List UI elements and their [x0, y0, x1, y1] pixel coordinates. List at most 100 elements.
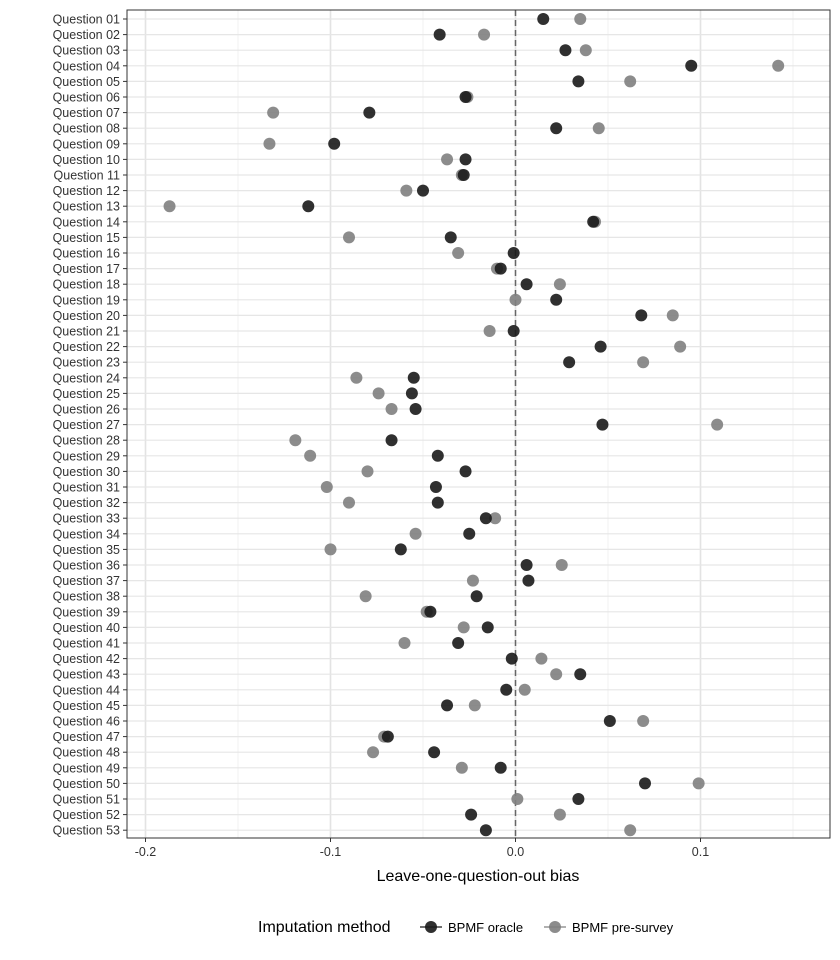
- presurvey-point: [553, 278, 566, 291]
- oracle-point: [559, 44, 572, 57]
- question-label: Question 10: [53, 153, 120, 167]
- presurvey-point: [385, 403, 398, 415]
- presurvey-point: [579, 44, 592, 57]
- question-label: Question 52: [53, 808, 120, 822]
- x-tick-label: -0.1: [320, 845, 342, 859]
- oracle-point: [465, 808, 478, 821]
- question-label: Question 43: [53, 668, 120, 682]
- oracle-point: [550, 122, 563, 135]
- legend-key-presurvey: [544, 921, 566, 933]
- presurvey-point: [637, 715, 650, 727]
- oracle-point: [433, 28, 446, 41]
- question-label: Question 26: [53, 403, 120, 417]
- presurvey-point: [666, 309, 679, 322]
- oracle-point: [431, 496, 444, 509]
- oracle-point: [494, 262, 507, 275]
- presurvey-point: [263, 137, 276, 150]
- oracle-point: [444, 231, 457, 244]
- presurvey-point: [637, 356, 650, 369]
- oracle-point: [385, 434, 398, 447]
- presurvey-point: [457, 621, 470, 634]
- presurvey-point: [518, 683, 531, 696]
- question-label: Question 51: [53, 793, 120, 807]
- oracle-point: [685, 59, 698, 72]
- question-label: Question 22: [53, 340, 120, 354]
- presurvey-point: [320, 481, 333, 493]
- oracle-point: [459, 91, 472, 103]
- presurvey-point: [324, 543, 337, 556]
- panel-border: [126, 9, 831, 839]
- oracle-point: [459, 465, 472, 478]
- question-label: Question 02: [53, 28, 120, 42]
- legend-key-oracle: [420, 921, 442, 933]
- oracle-point: [429, 481, 442, 493]
- question-label: Question 24: [53, 371, 120, 385]
- oracle-point: [441, 699, 454, 712]
- question-label: Question 49: [53, 761, 120, 775]
- oracle-point: [463, 527, 476, 540]
- oracle-point: [500, 683, 513, 696]
- question-label: Question 18: [53, 278, 120, 292]
- question-label: Question 42: [53, 652, 120, 666]
- oracle-point: [537, 13, 550, 25]
- presurvey-point: [304, 449, 317, 462]
- question-label: Question 45: [53, 699, 120, 713]
- question-label: Question 08: [53, 122, 120, 136]
- question-label: Question 13: [53, 200, 120, 214]
- question-label: Question 21: [53, 325, 120, 339]
- question-label: Question 53: [53, 824, 120, 838]
- question-label: Question 19: [53, 293, 120, 307]
- oracle-point: [479, 824, 492, 837]
- question-label: Question 33: [53, 512, 120, 526]
- question-label: Question 23: [53, 356, 120, 370]
- presurvey-point: [509, 293, 522, 306]
- question-label: Question 47: [53, 730, 120, 744]
- x-tick-label: 0.1: [692, 845, 709, 859]
- x-axis-title: Leave-one-question-out bias: [377, 868, 580, 885]
- presurvey-point: [535, 652, 548, 665]
- oracle-point: [594, 340, 607, 353]
- presurvey-point: [692, 777, 705, 790]
- presurvey-point: [343, 496, 355, 509]
- question-label: Question 03: [53, 44, 120, 58]
- presurvey-point: [624, 75, 637, 88]
- oracle-point: [417, 184, 429, 197]
- question-label: Question 15: [53, 231, 120, 245]
- data-points: [163, 13, 785, 837]
- question-label: Question 20: [53, 309, 120, 323]
- question-label: Question 07: [53, 106, 120, 120]
- oracle-point: [394, 543, 407, 556]
- oracle-point: [574, 668, 587, 681]
- oracle-point: [470, 590, 483, 603]
- oracle-point: [520, 559, 533, 571]
- question-label: Question 31: [53, 481, 120, 495]
- question-label: Question 35: [53, 543, 120, 557]
- question-label: Question 34: [53, 527, 120, 541]
- oracle-point: [572, 793, 585, 805]
- oracle-point: [407, 371, 420, 384]
- legend-title: Imputation method: [258, 919, 391, 936]
- question-label: Question 48: [53, 746, 120, 760]
- presurvey-point: [511, 793, 524, 805]
- presurvey-point: [624, 824, 637, 837]
- question-label: Question 41: [53, 637, 120, 651]
- legend-label-presurvey: BPMF pre-survey: [572, 920, 674, 935]
- question-label: Question 37: [53, 574, 120, 588]
- question-label: Question 04: [53, 59, 120, 73]
- question-label: Question 40: [53, 621, 120, 635]
- oracle-point: [381, 730, 394, 743]
- question-label: Question 11: [54, 169, 121, 183]
- presurvey-point: [555, 559, 568, 571]
- question-label: Question 44: [53, 683, 120, 697]
- question-label: Question 39: [53, 605, 120, 619]
- oracle-point: [572, 75, 585, 88]
- presurvey-point: [359, 590, 372, 603]
- question-label: Question 30: [53, 465, 120, 479]
- question-label: Question 06: [53, 91, 120, 105]
- oracle-point: [424, 605, 437, 618]
- oracle-point: [505, 652, 518, 665]
- presurvey-point: [478, 28, 491, 41]
- presurvey-point: [489, 512, 502, 525]
- presurvey-point: [592, 122, 605, 135]
- presurvey-point: [361, 465, 374, 478]
